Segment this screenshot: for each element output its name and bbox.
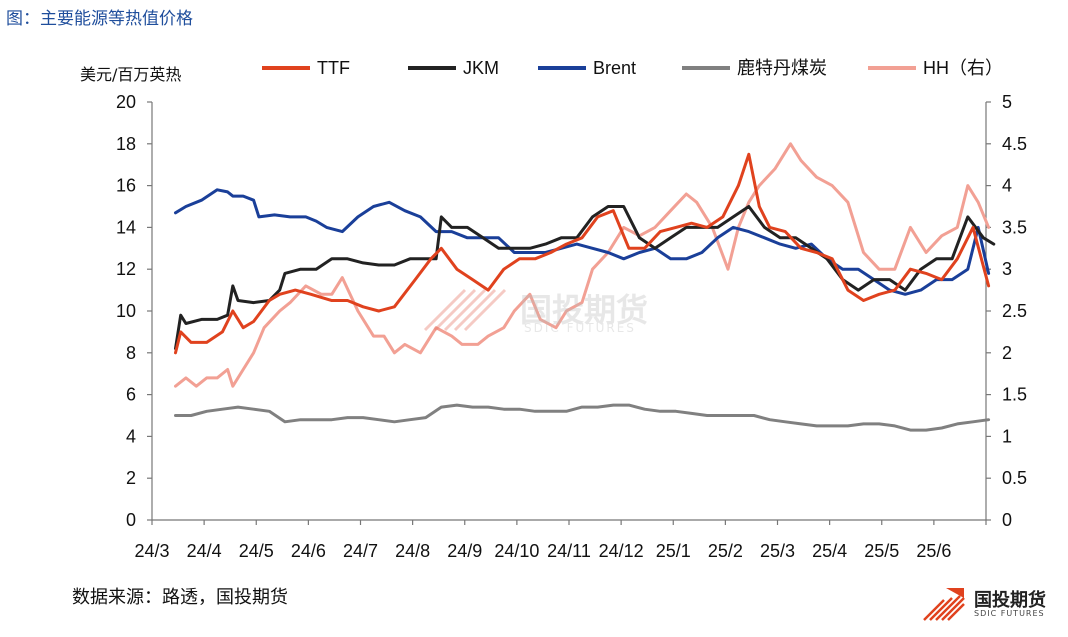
y-right-tick-label: 1.5 [1002,385,1027,405]
data-source: 数据来源：路透，国投期货 [72,587,288,608]
series-line-3 [174,403,991,432]
x-tick-label: 24/10 [494,541,539,561]
y-right-tick-label: 0.5 [1002,468,1027,488]
y-left-tick-label: 10 [116,301,136,321]
y-left-tick-label: 12 [116,259,136,279]
series-line-2 [174,188,991,296]
y-right-tick-label: 4.5 [1002,134,1027,154]
y-left-tick-label: 16 [116,176,136,196]
x-tick-label: 24/4 [187,541,222,561]
y-left-tick-label: 2 [126,468,136,488]
x-tick-label: 24/11 [547,541,591,561]
x-tick-label: 25/5 [864,541,899,561]
x-tick-label: 24/12 [599,541,644,561]
x-tick-label: 25/6 [916,541,951,561]
x-tick-label: 24/9 [447,541,482,561]
watermark-logo-icon [423,288,507,332]
y-left-tick-label: 0 [126,510,136,530]
x-tick-label: 24/6 [291,541,326,561]
x-tick-label: 25/1 [656,541,691,561]
x-tick-label: 25/4 [812,541,847,561]
y-right-tick-label: 3 [1002,259,1012,279]
company-logo: 国投期货 SDIC FUTURES [920,584,1060,624]
legend-label: HH（右） [923,58,1003,78]
x-tick-label: 24/8 [395,541,430,561]
series-line-1 [174,205,996,351]
legend-label: Brent [593,58,636,78]
y-left-tick-label: 4 [126,426,136,446]
chart: 0 2 4 6 8 10 12 14 16 18 20 0 0.5 1 1.5 2 2.5 3 3.5 4 4.5 5 24… [80,58,1027,561]
logo-text: 国投期货 [974,590,1046,611]
y-right-tick-label: 5 [1002,92,1012,112]
y-right-tick-label: 3.5 [1002,217,1027,237]
y-right-tick-label: 1 [1002,426,1012,446]
y-right-tick-label: 0 [1002,510,1012,530]
y-right-tick-label: 2.5 [1002,301,1027,321]
series-line-0 [174,152,991,355]
x-tick-label: 24/3 [134,541,169,561]
y-right-tick-label: 2 [1002,343,1012,363]
series-line-4 [174,142,991,388]
legend-label: TTF [317,58,350,78]
logo-icon [923,588,965,621]
legend-label: JKM [463,58,499,78]
y-right-tick-label: 4 [1002,176,1012,196]
x-tick-label: 25/2 [708,541,743,561]
figure-title: 图：主要能源等热值价格 [6,9,193,29]
x-tick-label: 24/7 [343,541,378,561]
x-tick-label: 25/3 [760,541,795,561]
legend-label: 鹿特丹煤炭 [737,58,827,78]
y-left-tick-label: 18 [116,134,136,154]
y-left-unit-label: 美元/百万英热 [80,65,181,84]
logo-subtext: SDIC FUTURES [974,609,1045,618]
y-left-tick-label: 14 [116,217,136,237]
watermark-subtext: SDIC FUTURES [524,321,636,335]
y-left-tick-label: 20 [116,92,136,112]
x-tick-label: 24/5 [239,541,274,561]
watermark-text: 国投期货 [520,291,649,329]
y-left-tick-label: 8 [126,343,136,363]
y-left-tick-label: 6 [126,385,136,405]
